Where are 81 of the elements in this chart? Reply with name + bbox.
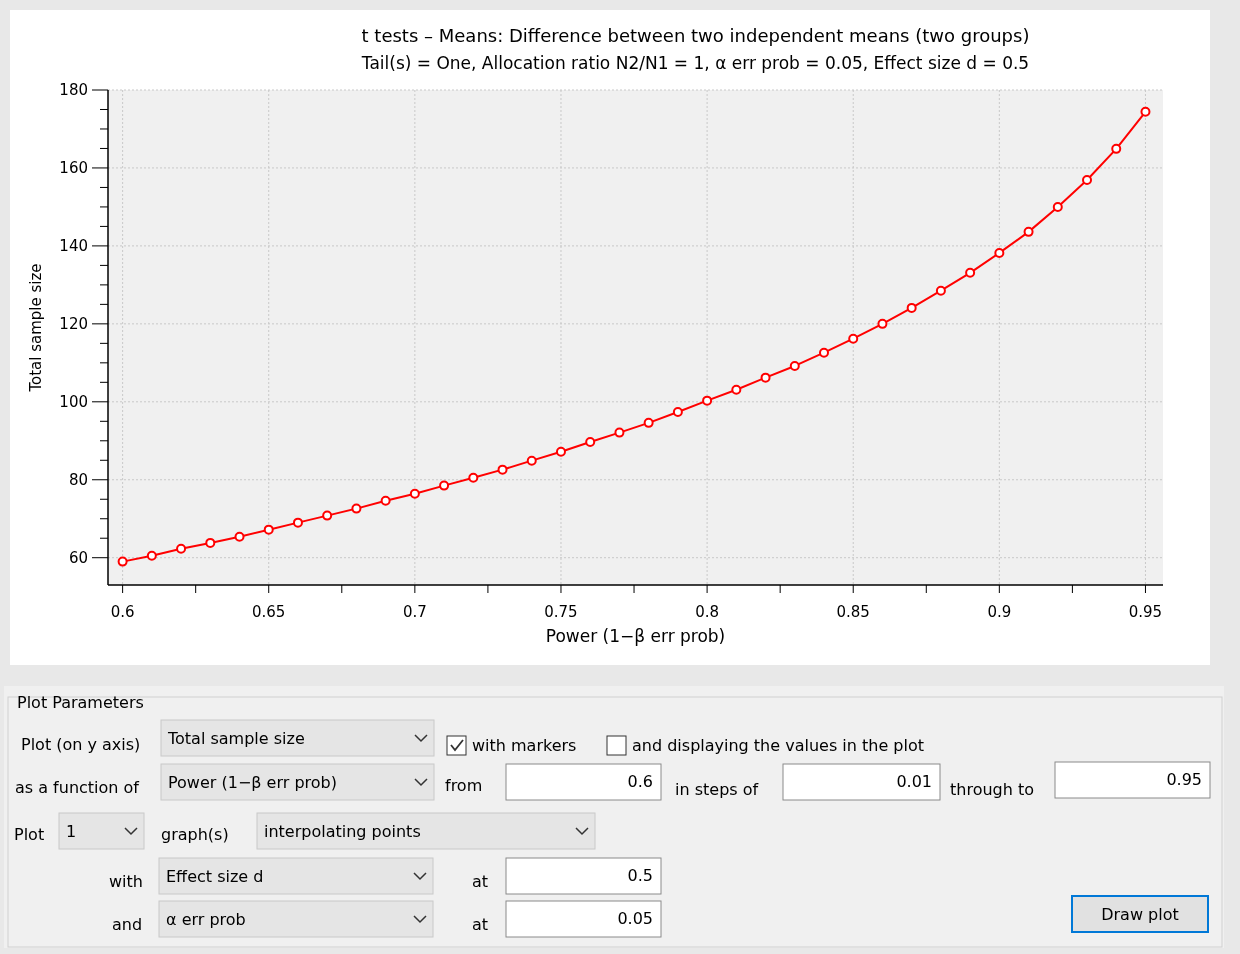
text: and	[112, 914, 143, 934]
point	[526, 455, 537, 466]
y-tick-label: 140	[59, 236, 88, 255]
x-tick-label: 0.9	[987, 603, 1012, 621]
text: interpolating points	[264, 821, 421, 841]
point	[848, 333, 859, 344]
point	[205, 537, 216, 548]
x-axis-title: Power (1−β err prob)	[545, 626, 726, 646]
text: 0.05	[617, 908, 653, 928]
point	[322, 510, 333, 521]
point	[1023, 226, 1034, 237]
point	[146, 550, 157, 561]
text: 1	[66, 821, 77, 841]
text: Effect size d	[166, 866, 264, 886]
point	[994, 247, 1005, 258]
text: Plot (on y axis)	[21, 734, 141, 754]
text: 0.01	[896, 771, 932, 791]
point	[439, 480, 450, 491]
text: through to	[950, 779, 1035, 799]
text: Plot Parameters	[17, 692, 144, 712]
point	[672, 406, 683, 417]
y-tick-label: 160	[59, 158, 88, 177]
text: graph(s)	[161, 824, 229, 844]
point	[234, 531, 245, 542]
point	[614, 427, 625, 438]
text: 0.5	[627, 865, 653, 885]
point	[702, 395, 713, 406]
point	[965, 267, 976, 278]
point	[585, 436, 596, 447]
point	[292, 517, 303, 528]
chart-title: t tests – Means: Difference between two independent means (two groups)	[361, 25, 1030, 46]
y-axis-title: Total sample size	[27, 263, 45, 393]
point	[935, 285, 946, 296]
point	[351, 503, 362, 514]
point	[731, 384, 742, 395]
point	[1111, 143, 1122, 154]
point	[497, 464, 508, 475]
text: α err prob	[166, 909, 246, 929]
point	[1052, 201, 1063, 212]
text: Plot	[14, 824, 45, 844]
text: Power (1−β err prob)	[168, 772, 337, 792]
point	[760, 372, 771, 383]
point	[176, 543, 187, 554]
point	[263, 524, 274, 535]
text: Total sample size	[167, 728, 305, 748]
y-tick-label: 120	[59, 314, 88, 333]
point	[117, 556, 128, 567]
x-tick-label: 0.75	[544, 603, 578, 621]
text: from	[445, 775, 483, 795]
point	[468, 472, 479, 483]
point	[1140, 106, 1151, 117]
y-tick-label: 100	[59, 392, 88, 411]
x-tick-label: 0.7	[402, 603, 427, 621]
point	[1082, 175, 1093, 186]
point	[643, 417, 654, 428]
point	[906, 302, 917, 313]
point	[409, 488, 420, 499]
chart-subtitle: Tail(s) = One, Allocation ratio N2/N1 = 1, α err prob = 0.05, Effect size d = 0.5	[360, 53, 1030, 73]
text: in steps of	[675, 779, 759, 799]
point	[819, 347, 829, 358]
point	[380, 495, 391, 506]
x-tick-label: 0.85	[836, 603, 870, 621]
point	[555, 446, 566, 457]
point	[789, 360, 800, 371]
text: Draw plot	[1101, 904, 1179, 924]
y-tick-label: 80	[68, 470, 88, 489]
text: with markers	[472, 735, 577, 755]
text: 0.6	[627, 771, 653, 791]
y-tick-label: 60	[68, 548, 88, 567]
y-tick-label: 180	[59, 81, 88, 99]
point	[877, 318, 888, 329]
text: with	[109, 871, 143, 891]
x-tick-label: 0.6	[110, 603, 135, 621]
x-tick-label: 0.8	[695, 603, 720, 621]
x-tick-label: 0.95	[1128, 603, 1163, 621]
x-tick-label: 0.65	[252, 603, 286, 621]
text: as a function of	[15, 777, 140, 797]
text: at	[472, 871, 489, 891]
text: and displaying the values in the plot	[632, 735, 924, 755]
text: 0.95	[1166, 769, 1202, 789]
text: at	[472, 914, 489, 934]
